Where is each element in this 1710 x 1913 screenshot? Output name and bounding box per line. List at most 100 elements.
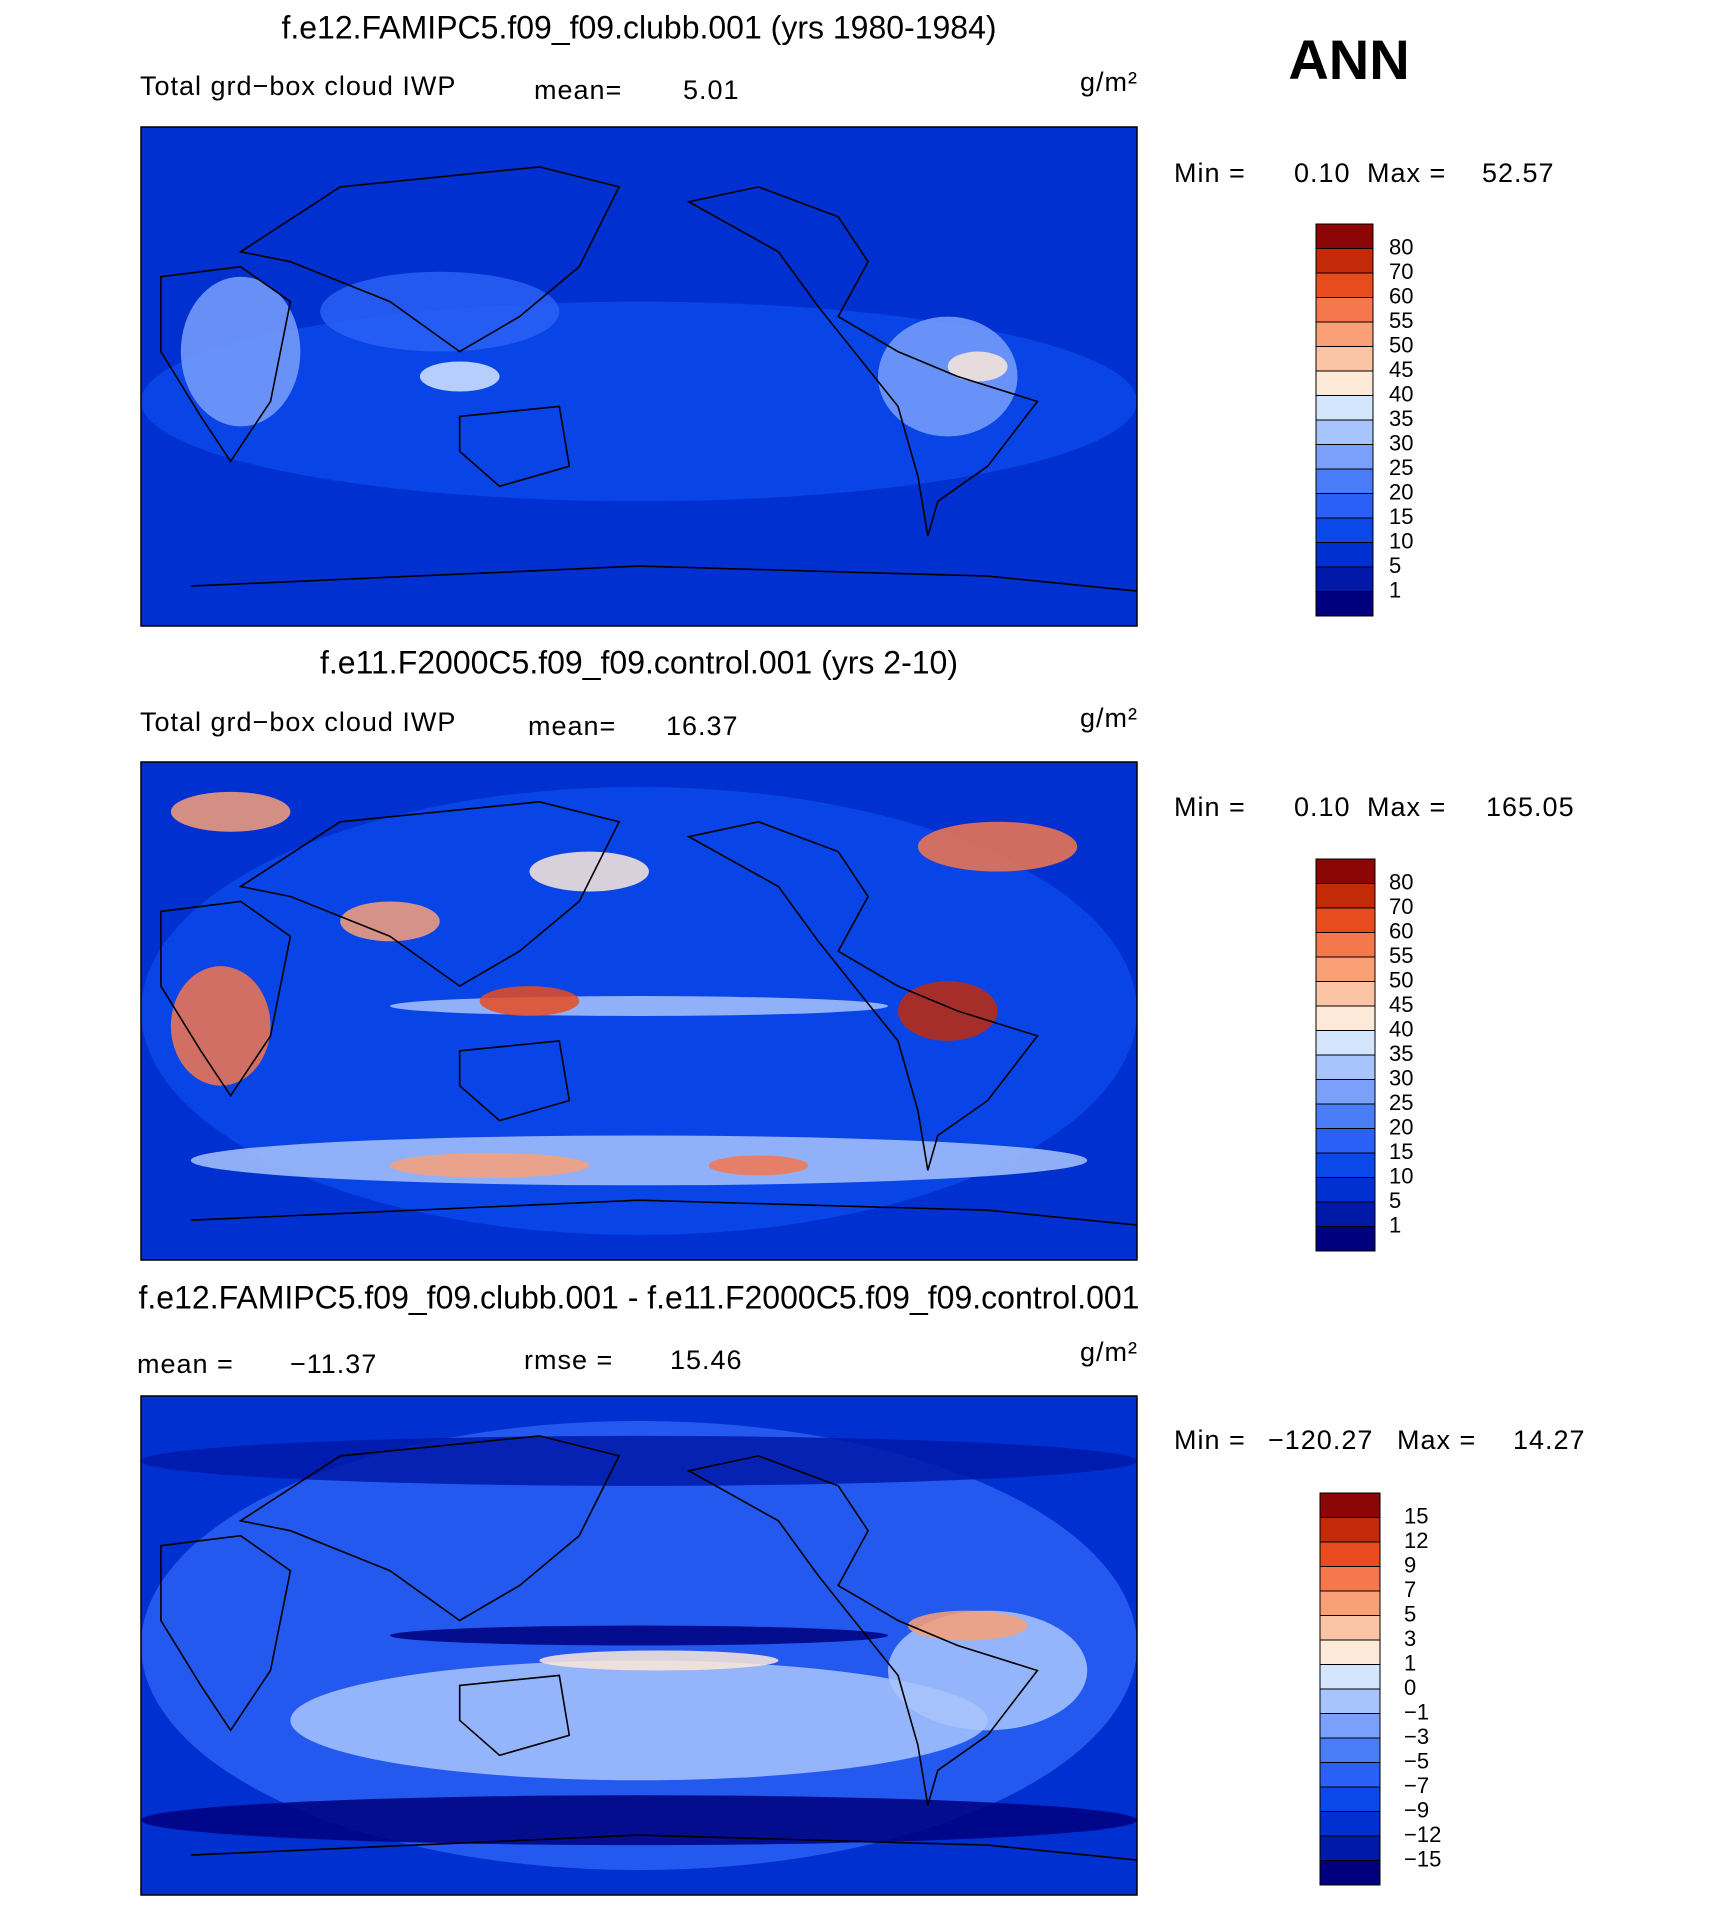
map-shade bbox=[529, 851, 649, 892]
colorbar-label: 80 bbox=[1389, 234, 1413, 259]
min-value: 0.10 bbox=[1294, 158, 1351, 188]
map-shade bbox=[419, 361, 500, 392]
colorbar-label: 55 bbox=[1389, 308, 1413, 333]
colorbar-label: 35 bbox=[1389, 1041, 1413, 1066]
colorbar-box bbox=[1319, 1811, 1381, 1837]
colorbar-box bbox=[1315, 248, 1374, 274]
colorbar-box bbox=[1315, 858, 1376, 884]
colorbar-label: 35 bbox=[1389, 406, 1413, 431]
variable-label: Total grd−box cloud IWP bbox=[140, 707, 456, 737]
min-label: Min = bbox=[1174, 1425, 1246, 1455]
coastline bbox=[458, 1040, 571, 1122]
colorbar-box bbox=[1315, 517, 1374, 543]
colorbar-box bbox=[1315, 1005, 1376, 1031]
colorbar-box bbox=[1315, 907, 1376, 933]
colorbar-label: 50 bbox=[1389, 332, 1413, 357]
colorbar-label: −1 bbox=[1404, 1699, 1429, 1724]
colorbar-box bbox=[1315, 1054, 1376, 1080]
colorbar-label: 70 bbox=[1389, 259, 1413, 284]
map-field bbox=[141, 166, 1137, 592]
colorbar-label: 3 bbox=[1404, 1626, 1416, 1651]
colorbar-label: 15 bbox=[1404, 1503, 1428, 1528]
coastline bbox=[160, 265, 292, 463]
colorbar-box bbox=[1315, 542, 1374, 568]
colorbar-box bbox=[1315, 1128, 1376, 1154]
units-label: g/m² bbox=[1080, 703, 1138, 733]
colorbar-label: 60 bbox=[1389, 918, 1413, 943]
colorbar-box bbox=[1319, 1688, 1381, 1714]
colorbar-box bbox=[1319, 1737, 1381, 1763]
colorbar-box bbox=[1315, 1103, 1376, 1129]
map-shade bbox=[170, 966, 271, 1086]
colorbar-label: 25 bbox=[1389, 1090, 1413, 1115]
colorbar-label: −9 bbox=[1404, 1797, 1429, 1822]
colorbar-label: 5 bbox=[1389, 1188, 1401, 1213]
map-shade bbox=[907, 1610, 1028, 1641]
colorbar-box bbox=[1315, 346, 1374, 372]
map-shade bbox=[479, 986, 580, 1016]
max-value: 52.57 bbox=[1482, 158, 1555, 188]
panel-title: f.e11.F2000C5.f09_f09.control.001 (yrs 2… bbox=[320, 644, 958, 680]
map-frame bbox=[140, 761, 1138, 1261]
map-shade bbox=[390, 996, 888, 1016]
max-value: 14.27 bbox=[1513, 1425, 1586, 1455]
colorbar-box bbox=[1315, 370, 1374, 396]
coastline bbox=[160, 1534, 292, 1732]
colorbar-box bbox=[1319, 1590, 1381, 1616]
colorbar-label: −5 bbox=[1404, 1748, 1429, 1773]
colorbar-label: 5 bbox=[1404, 1601, 1416, 1626]
colorbar-label: 45 bbox=[1389, 992, 1413, 1017]
colorbar-label: 20 bbox=[1389, 479, 1413, 504]
colorbar-box bbox=[1315, 1177, 1376, 1203]
coastline bbox=[190, 1199, 1137, 1226]
map-frame bbox=[140, 126, 1138, 627]
colorbar-label: 30 bbox=[1389, 430, 1413, 455]
rmse-label: rmse = bbox=[524, 1345, 613, 1375]
season-label: ANN bbox=[1288, 28, 1409, 91]
colorbar-box bbox=[1315, 297, 1374, 323]
colorbar-box bbox=[1319, 1860, 1381, 1886]
map-shade bbox=[340, 901, 440, 942]
colorbar-box bbox=[1315, 444, 1374, 470]
coastline bbox=[190, 1834, 1137, 1861]
colorbar-label: 15 bbox=[1389, 504, 1413, 529]
colorbar-box bbox=[1319, 1786, 1381, 1812]
colorbar-box bbox=[1315, 591, 1374, 617]
colorbar-box bbox=[1315, 1226, 1376, 1252]
min-value: 0.10 bbox=[1294, 792, 1351, 822]
map-shade bbox=[917, 821, 1078, 872]
colorbar-label: 7 bbox=[1404, 1577, 1416, 1602]
colorbar-label: 1 bbox=[1404, 1650, 1416, 1675]
colorbar-label: 30 bbox=[1389, 1065, 1413, 1090]
map-field bbox=[141, 786, 1137, 1236]
colorbar-label: 45 bbox=[1389, 357, 1413, 382]
rmse-value: 15.46 bbox=[670, 1345, 743, 1375]
colorbar-box bbox=[1315, 956, 1376, 982]
colorbar-label: −3 bbox=[1404, 1724, 1429, 1749]
colorbar-box bbox=[1315, 1152, 1376, 1178]
min-label: Min = bbox=[1174, 158, 1246, 188]
colorbar-box bbox=[1319, 1566, 1381, 1592]
min-label: Min = bbox=[1174, 792, 1246, 822]
colorbar-label: 1 bbox=[1389, 1212, 1401, 1237]
map-shade bbox=[947, 351, 1008, 382]
colorbar-box bbox=[1315, 932, 1376, 958]
colorbar-box bbox=[1319, 1762, 1381, 1788]
colorbar-label: −12 bbox=[1404, 1822, 1441, 1847]
map-shade bbox=[539, 1650, 779, 1671]
colorbar-label: 80 bbox=[1389, 869, 1413, 894]
colorbar-label: 40 bbox=[1389, 1016, 1413, 1041]
colorbar-label: 55 bbox=[1389, 943, 1413, 968]
colorbar-box bbox=[1319, 1664, 1381, 1690]
colorbar-box bbox=[1315, 566, 1374, 592]
variable-label: Total grd−box cloud IWP bbox=[140, 71, 456, 101]
max-label: Max = bbox=[1367, 792, 1446, 822]
panel-title: f.e12.FAMIPC5.f09_f09.clubb.001 (yrs 198… bbox=[281, 9, 996, 45]
map-shade bbox=[708, 1155, 809, 1176]
colorbar-box bbox=[1315, 1079, 1376, 1105]
coastline bbox=[238, 1435, 621, 1622]
map-shade bbox=[180, 276, 301, 427]
colorbar-label: 15 bbox=[1389, 1139, 1413, 1164]
map-shade bbox=[141, 1795, 1137, 1846]
